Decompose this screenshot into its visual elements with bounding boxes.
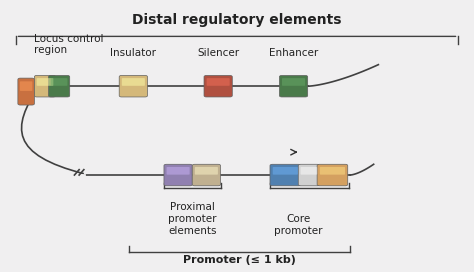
FancyBboxPatch shape bbox=[18, 78, 35, 105]
FancyBboxPatch shape bbox=[166, 167, 190, 175]
FancyBboxPatch shape bbox=[192, 164, 220, 186]
FancyBboxPatch shape bbox=[195, 167, 218, 175]
FancyBboxPatch shape bbox=[317, 164, 348, 186]
FancyBboxPatch shape bbox=[48, 75, 70, 97]
FancyBboxPatch shape bbox=[301, 167, 317, 175]
Text: Insulator: Insulator bbox=[110, 48, 156, 58]
FancyBboxPatch shape bbox=[51, 78, 67, 86]
FancyBboxPatch shape bbox=[282, 78, 305, 86]
FancyBboxPatch shape bbox=[164, 164, 192, 186]
FancyBboxPatch shape bbox=[20, 81, 32, 91]
Text: Promoter (≤ 1 kb): Promoter (≤ 1 kb) bbox=[183, 255, 296, 265]
FancyBboxPatch shape bbox=[204, 75, 232, 97]
Text: Locus control
region: Locus control region bbox=[35, 34, 104, 55]
FancyBboxPatch shape bbox=[279, 75, 308, 97]
FancyBboxPatch shape bbox=[122, 78, 145, 86]
Text: Distal regulatory elements: Distal regulatory elements bbox=[132, 13, 342, 27]
Text: Enhancer: Enhancer bbox=[269, 48, 318, 58]
FancyBboxPatch shape bbox=[207, 78, 230, 86]
FancyBboxPatch shape bbox=[270, 164, 301, 186]
FancyBboxPatch shape bbox=[298, 164, 319, 186]
FancyBboxPatch shape bbox=[36, 78, 54, 86]
FancyBboxPatch shape bbox=[119, 75, 147, 97]
FancyBboxPatch shape bbox=[35, 75, 55, 97]
Text: Silencer: Silencer bbox=[197, 48, 239, 58]
FancyBboxPatch shape bbox=[273, 167, 298, 175]
Text: Core
promoter: Core promoter bbox=[274, 214, 322, 236]
Text: Proximal
promoter
elements: Proximal promoter elements bbox=[168, 202, 217, 236]
FancyBboxPatch shape bbox=[320, 167, 345, 175]
